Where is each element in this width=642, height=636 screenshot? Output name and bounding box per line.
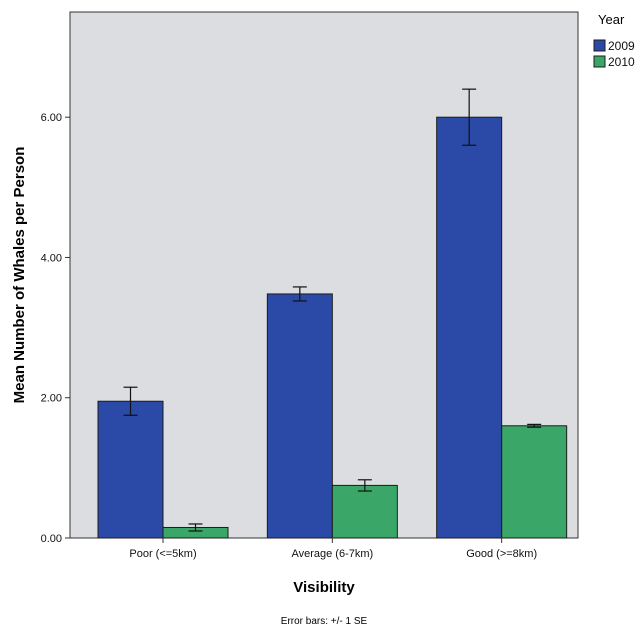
bar-2010-1 <box>331 484 398 539</box>
legend-title: Year <box>598 12 625 27</box>
y-tick-label: 4.00 <box>41 252 62 264</box>
legend-label-2009: 2009 <box>608 39 635 53</box>
error-bar-2010-2 <box>527 423 542 428</box>
legend: Year 2009 2010 <box>593 12 635 69</box>
x-tick-label: Poor (<=5km) <box>129 548 196 560</box>
error-bar-2009-0 <box>123 386 138 416</box>
bar-2010-2 <box>501 425 568 539</box>
axes-layer: 0.00 2.00 4.00 6.00 Poor (<=5km) Average (6-7… <box>41 112 538 560</box>
error-bar-2010-0 <box>188 523 203 532</box>
error-bar-2009-2 <box>462 88 477 146</box>
x-tick-label: Average (6-7km) <box>291 548 373 560</box>
x-axis-label: Visibility <box>293 579 355 596</box>
legend-swatch-2009 <box>593 39 606 52</box>
bar-2009-2 <box>436 116 503 539</box>
bars-layer <box>97 88 568 539</box>
y-axis-label: Mean Number of Whales per Person <box>11 147 28 404</box>
error-bars-note: Error bars: +/- 1 SE <box>281 616 368 627</box>
bar-2009-0 <box>97 400 164 539</box>
y-tick-label: 6.00 <box>41 112 62 124</box>
y-tick-label: 2.00 <box>41 393 62 405</box>
error-bar-2009-1 <box>292 286 307 302</box>
bar-2009-1 <box>266 293 333 539</box>
legend-swatch-2010 <box>593 55 606 68</box>
legend-label-2010: 2010 <box>608 55 635 69</box>
error-bar-2010-1 <box>357 479 372 492</box>
y-tick-label: 0.00 <box>41 533 62 545</box>
x-tick-label: Good (>=8km) <box>466 548 537 560</box>
